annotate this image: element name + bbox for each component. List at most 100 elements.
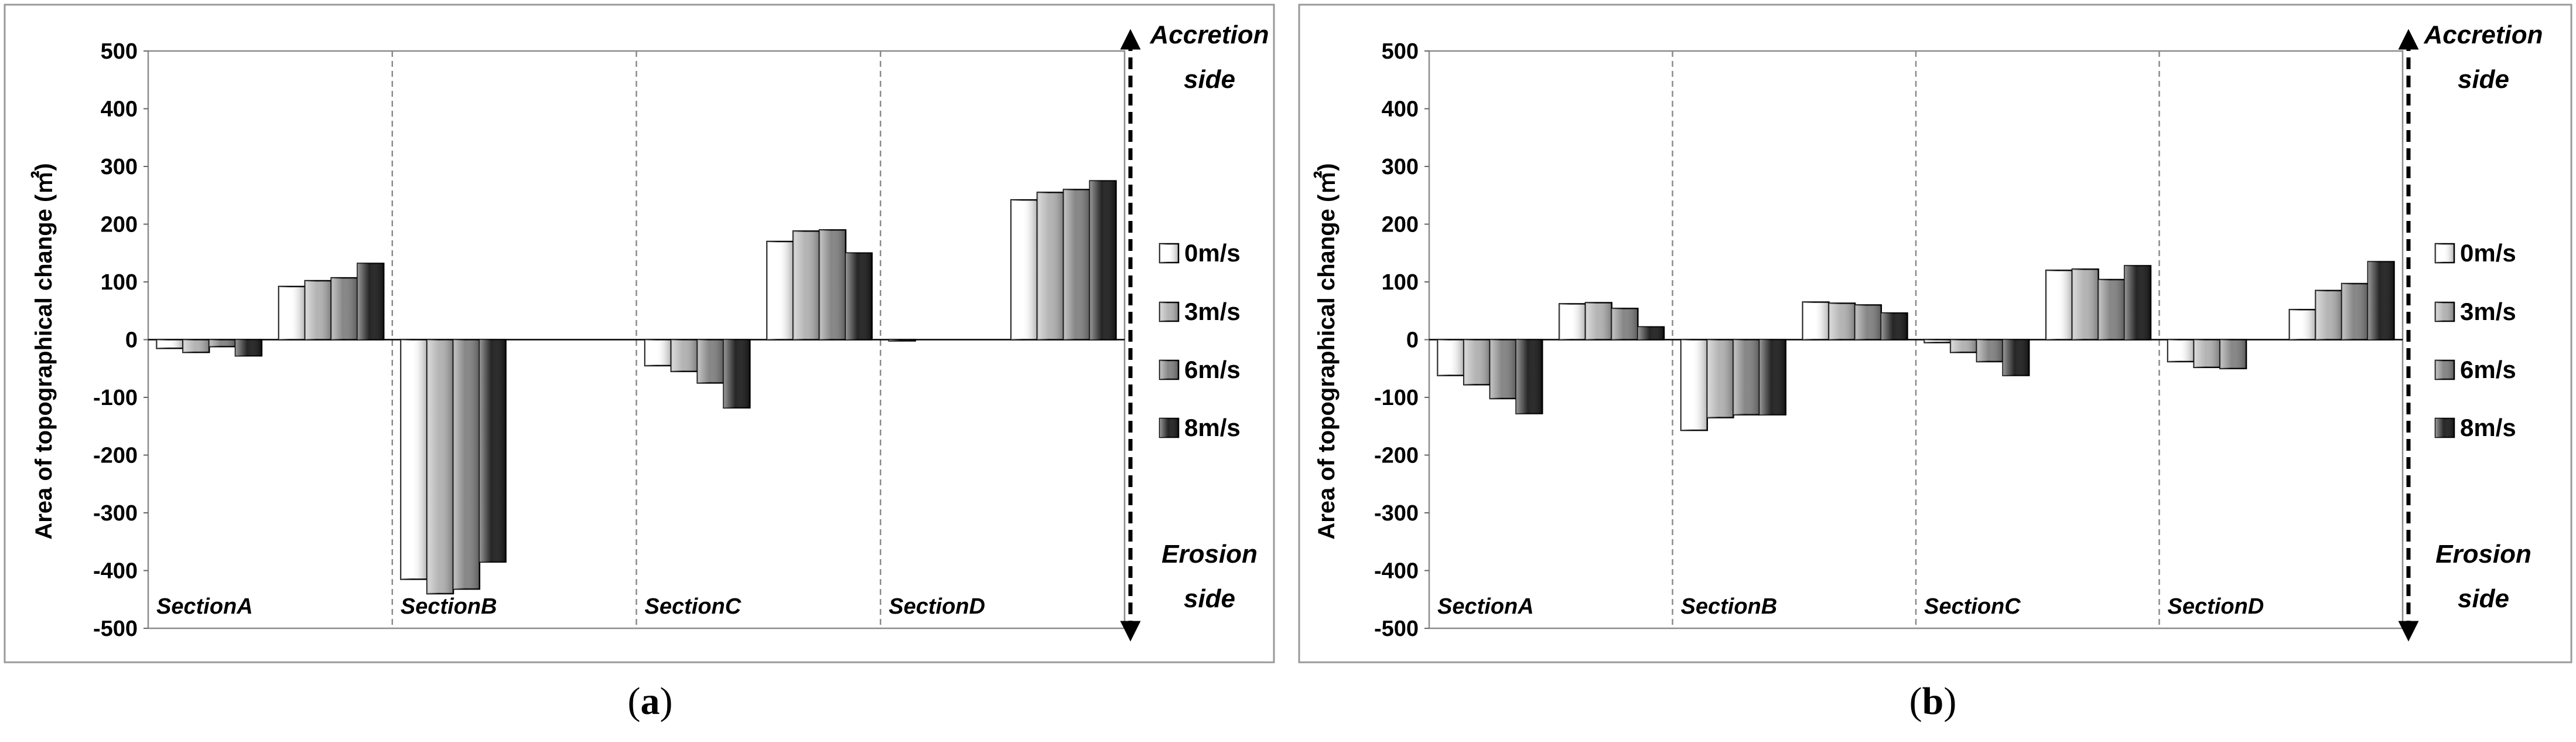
bar-8ms-group-5: [723, 339, 751, 409]
accretion-side-label: side: [2458, 65, 2509, 94]
bar-3ms-group-2: [304, 280, 332, 341]
panel-caption: (a): [628, 680, 673, 723]
y-tick-label: -200: [93, 444, 138, 468]
bar-3ms-group-8: [2315, 290, 2343, 341]
erosion-side-label: side: [1184, 584, 1235, 613]
legend-label: 8m/s: [1184, 414, 1241, 441]
bar-3ms-group-1: [1463, 339, 1491, 386]
bar-6ms-group-7: [2219, 339, 2247, 369]
bar-0ms-group-6: [2045, 270, 2073, 341]
section-label: SectionA: [1437, 594, 1534, 619]
bar-3ms-group-2: [1584, 302, 1612, 341]
legend-label: 3m/s: [2460, 298, 2516, 325]
legend-label: 0m/s: [2460, 239, 2516, 267]
bar-6ms-group-1: [208, 339, 237, 348]
bar-8ms-group-6: [2124, 265, 2152, 341]
y-tick-label: 300: [1382, 155, 1419, 179]
y-tick-label: 100: [1382, 270, 1419, 295]
section-label: SectionC: [1924, 594, 2021, 619]
legend-item: 6m/s: [1159, 356, 1241, 383]
bar-3ms-group-3: [1706, 339, 1734, 418]
legend-item: 6m/s: [2434, 356, 2516, 383]
legend-item: 3m/s: [1159, 298, 1241, 325]
bar-0ms-group-1: [156, 339, 184, 349]
y-tick-label: -100: [1374, 386, 1419, 410]
section-label: SectionA: [156, 594, 253, 619]
y-tick-label: -500: [93, 617, 138, 641]
bar-0ms-group-3: [1680, 339, 1708, 431]
bar-0ms-group-1: [1437, 339, 1465, 376]
erosion-label: Erosion: [2435, 540, 2531, 569]
accretion-label: Accretion: [2424, 21, 2543, 49]
bar-0ms-group-5: [1924, 339, 1952, 343]
section-label: SectionB: [1681, 594, 1778, 619]
bar-3ms-group-8: [1036, 192, 1065, 341]
bar-6ms-group-1: [1489, 339, 1517, 400]
erosion-side-label: side: [2458, 584, 2509, 613]
bar-8ms-group-8: [1089, 180, 1117, 341]
legend-item: 8m/s: [2434, 414, 2516, 441]
legend-label: 0m/s: [1184, 239, 1241, 267]
bar-6ms-group-6: [818, 229, 847, 341]
bar-6ms-group-8: [2341, 282, 2369, 341]
legend-label: 6m/s: [1184, 356, 1241, 383]
legend-item: 3m/s: [2434, 298, 2516, 325]
y-tick-label: -400: [1374, 559, 1419, 584]
y-tick-label: 200: [101, 213, 138, 237]
legend-label: 6m/s: [2460, 356, 2516, 383]
erosion-label: Erosion: [1161, 540, 1258, 569]
y-tick-label: 500: [101, 39, 138, 64]
bar-0ms-group-7: [888, 339, 916, 342]
bar-0ms-group-6: [766, 240, 794, 341]
bar-6ms-group-2: [330, 277, 358, 341]
y-axis-title: Area of topographical change (㎡): [30, 163, 57, 539]
bar-0ms-group-3: [400, 339, 428, 580]
y-tick-label: 400: [101, 97, 138, 122]
section-label: SectionD: [2168, 594, 2264, 619]
panel-caption: (b): [1909, 680, 1957, 723]
y-tick-label: -300: [1374, 501, 1419, 526]
bar-0ms-group-2: [278, 285, 306, 341]
bar-3ms-group-6: [2071, 268, 2099, 341]
chart-panel-b: 500 400 300 200 100 0 -100 -200 -300 -400 -500 Area…: [1298, 4, 2572, 723]
accretion-label: Accretion: [1150, 21, 1269, 49]
bar-3ms-group-7: [2193, 339, 2221, 369]
bar-8ms-group-4: [1880, 312, 1908, 341]
bar-3ms-group-5: [670, 339, 698, 372]
bar-6ms-group-8: [1062, 189, 1091, 341]
y-tick-label: 0: [1406, 328, 1419, 353]
bar-6ms-group-3: [1733, 339, 1761, 416]
bar-6ms-group-5: [1976, 339, 2004, 363]
bar-8ms-group-1: [1515, 339, 1543, 414]
legend-item: 8m/s: [1159, 414, 1241, 441]
bar-8ms-group-3: [1758, 339, 1786, 416]
chart-panel-a: 500 400 300 200 100 0 -100 -200 -300 -400 -500 Area…: [4, 4, 1275, 723]
y-tick-label: 0: [125, 328, 138, 353]
accretion-side-label: side: [1184, 65, 1235, 94]
bar-0ms-group-8: [2288, 309, 2317, 341]
panel-frame: [4, 4, 1275, 663]
bar-6ms-group-5: [696, 339, 725, 384]
y-tick-label: -100: [93, 386, 138, 410]
bar-6ms-group-3: [452, 339, 480, 590]
y-axis-title: Area of topographical change (㎡): [1313, 163, 1340, 539]
y-tick-label: 500: [1382, 39, 1419, 64]
bar-8ms-group-5: [2002, 339, 2030, 376]
bar-6ms-group-4: [1854, 304, 1883, 341]
bar-3ms-group-5: [1949, 339, 1978, 353]
bar-8ms-group-6: [845, 252, 873, 341]
bar-3ms-group-6: [792, 230, 821, 341]
legend-label: 8m/s: [2460, 414, 2516, 441]
bar-8ms-group-1: [234, 339, 263, 357]
y-tick-label: -300: [93, 501, 138, 526]
y-tick-label: 100: [101, 270, 138, 295]
y-tick-label: 400: [1382, 97, 1419, 122]
bar-3ms-group-3: [426, 339, 455, 595]
y-tick-label: -200: [1374, 444, 1419, 468]
bar-8ms-group-8: [2367, 261, 2395, 341]
bar-0ms-group-8: [1010, 199, 1038, 341]
bar-8ms-group-2: [1637, 326, 1665, 341]
y-tick-label: -400: [93, 559, 138, 584]
legend-item: 0m/s: [2434, 239, 2516, 267]
section-label: SectionC: [645, 594, 742, 619]
